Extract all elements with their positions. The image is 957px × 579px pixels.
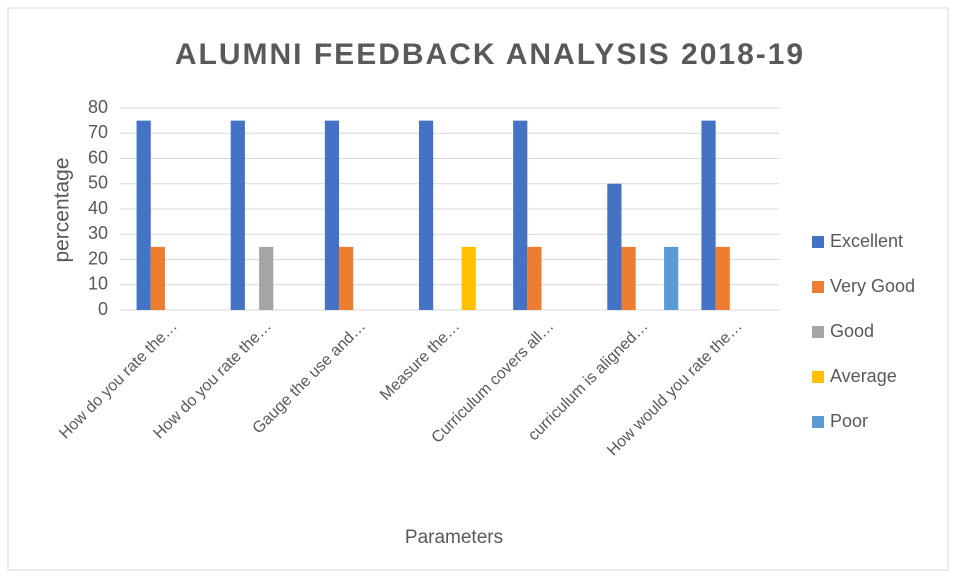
bar: [664, 246, 679, 310]
bar: [607, 183, 622, 310]
y-tick-label: 60: [88, 147, 108, 167]
legend-label: Very Good: [830, 276, 915, 296]
bar: [513, 120, 528, 310]
bar: [715, 246, 730, 310]
bar: [527, 246, 542, 310]
y-tick-label: 30: [88, 223, 108, 243]
bar: [324, 120, 340, 310]
x-axis-label: Parameters: [405, 527, 503, 548]
y-tick-label: 80: [88, 97, 108, 117]
y-axis-label: percentage: [51, 157, 74, 262]
legend-label: Excellent: [830, 231, 903, 251]
legend-label: Average: [830, 366, 897, 386]
legend-swatch: [812, 371, 824, 383]
bar: [150, 246, 165, 310]
y-tick-label: 50: [88, 173, 108, 193]
chart-title: ALUMNI FEEDBACK ANALYSIS 2018-19: [175, 38, 805, 71]
legend-label: Good: [830, 321, 874, 341]
y-tick-label: 70: [88, 122, 108, 142]
legend-swatch: [812, 236, 824, 248]
y-tick-label: 20: [88, 248, 108, 268]
bar: [230, 120, 245, 310]
bar: [136, 120, 151, 310]
y-tick-label: 40: [88, 198, 108, 218]
bar: [461, 246, 476, 310]
legend-swatch: [812, 416, 824, 428]
legend-swatch: [812, 281, 824, 293]
legend-swatch: [812, 326, 824, 338]
legend-label: Poor: [830, 411, 868, 431]
bar: [419, 120, 434, 310]
y-tick-label: 10: [88, 274, 108, 294]
bar: [339, 246, 354, 310]
bar: [621, 246, 636, 310]
y-tick-label: 0: [98, 299, 108, 319]
bar: [701, 120, 716, 310]
bar: [259, 246, 274, 310]
